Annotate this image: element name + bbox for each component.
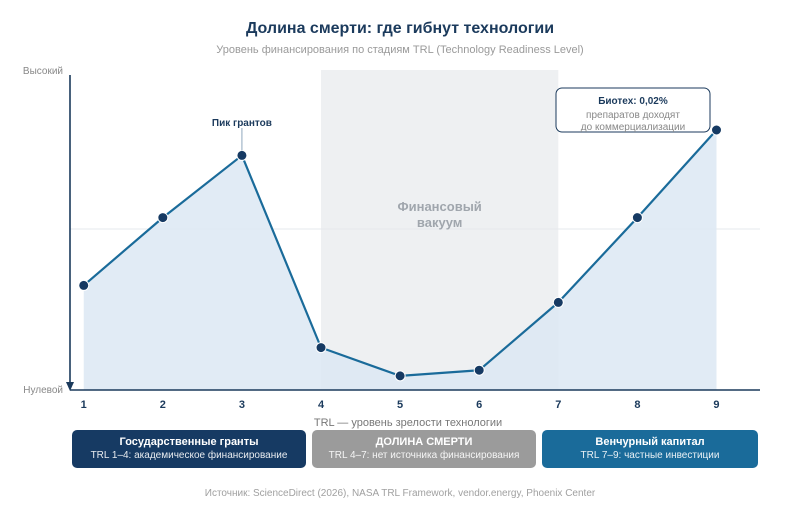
x-tick-5: 5 xyxy=(397,399,403,411)
biotech-callout-box xyxy=(555,87,711,133)
zone-grants-title: Государственные гранты xyxy=(119,436,259,448)
zone-venture-title: Венчурный капитал xyxy=(595,436,705,448)
data-point-trl-7 xyxy=(552,296,564,308)
chart-subtitle: Уровень финансирования по стадиям TRL (T… xyxy=(216,44,583,56)
zone-grants: Государственные гранты TRL 1–4: академич… xyxy=(72,430,306,468)
source-note: Источник: ScienceDirect (2026), NASA TRL… xyxy=(205,488,596,499)
zone-venture: Венчурный капитал TRL 7–9: частные инвес… xyxy=(542,430,758,468)
zone-death-valley-title: ДОЛИНА СМЕРТИ xyxy=(375,436,473,448)
funding-area xyxy=(83,130,717,390)
peak-annotation-label: Пик грантов xyxy=(212,118,272,129)
x-tick-3: 3 xyxy=(239,399,245,411)
vacuum-label-line1: Финансовый xyxy=(398,199,482,214)
data-point-trl-3 xyxy=(236,149,248,161)
y-label-high: Высокий xyxy=(23,66,63,77)
x-tick-4: 4 xyxy=(318,399,325,411)
biotech-callout-head: Биотех: 0,02% xyxy=(598,96,668,107)
data-point-trl-8 xyxy=(631,212,643,224)
y-axis-arrow xyxy=(66,382,74,391)
x-tick-8: 8 xyxy=(634,399,640,411)
zone-grants-desc: TRL 1–4: академическое финансирование xyxy=(90,450,288,461)
x-tick-6: 6 xyxy=(476,399,482,411)
vacuum-label-line2: вакуум xyxy=(417,215,462,230)
data-point-trl-2 xyxy=(157,212,169,224)
x-tick-1: 1 xyxy=(81,399,87,411)
x-tick-7: 7 xyxy=(555,399,561,411)
zone-death-valley: ДОЛИНА СМЕРТИ TRL 4–7: нет источника фин… xyxy=(312,430,536,468)
data-point-trl-4 xyxy=(315,342,327,354)
data-point-trl-5 xyxy=(394,370,406,382)
y-label-zero: Нулевой xyxy=(23,385,63,396)
x-tick-9: 9 xyxy=(713,399,719,411)
biotech-callout-line2: до коммерциализации xyxy=(581,122,685,133)
zone-death-valley-desc: TRL 4–7: нет источника финансирования xyxy=(328,450,520,461)
zone-venture-desc: TRL 7–9: частные инвестиции xyxy=(580,450,720,461)
data-point-trl-9 xyxy=(710,124,722,136)
x-tick-2: 2 xyxy=(160,399,166,411)
chart-title: Долина смерти: где гибнут технологии xyxy=(246,20,554,37)
x-axis-label: TRL — уровень зрелости технологии xyxy=(314,417,502,429)
biotech-callout-line1: препаратов доходят xyxy=(586,110,680,121)
data-point-trl-6 xyxy=(473,364,485,376)
data-point-trl-1 xyxy=(78,279,90,291)
